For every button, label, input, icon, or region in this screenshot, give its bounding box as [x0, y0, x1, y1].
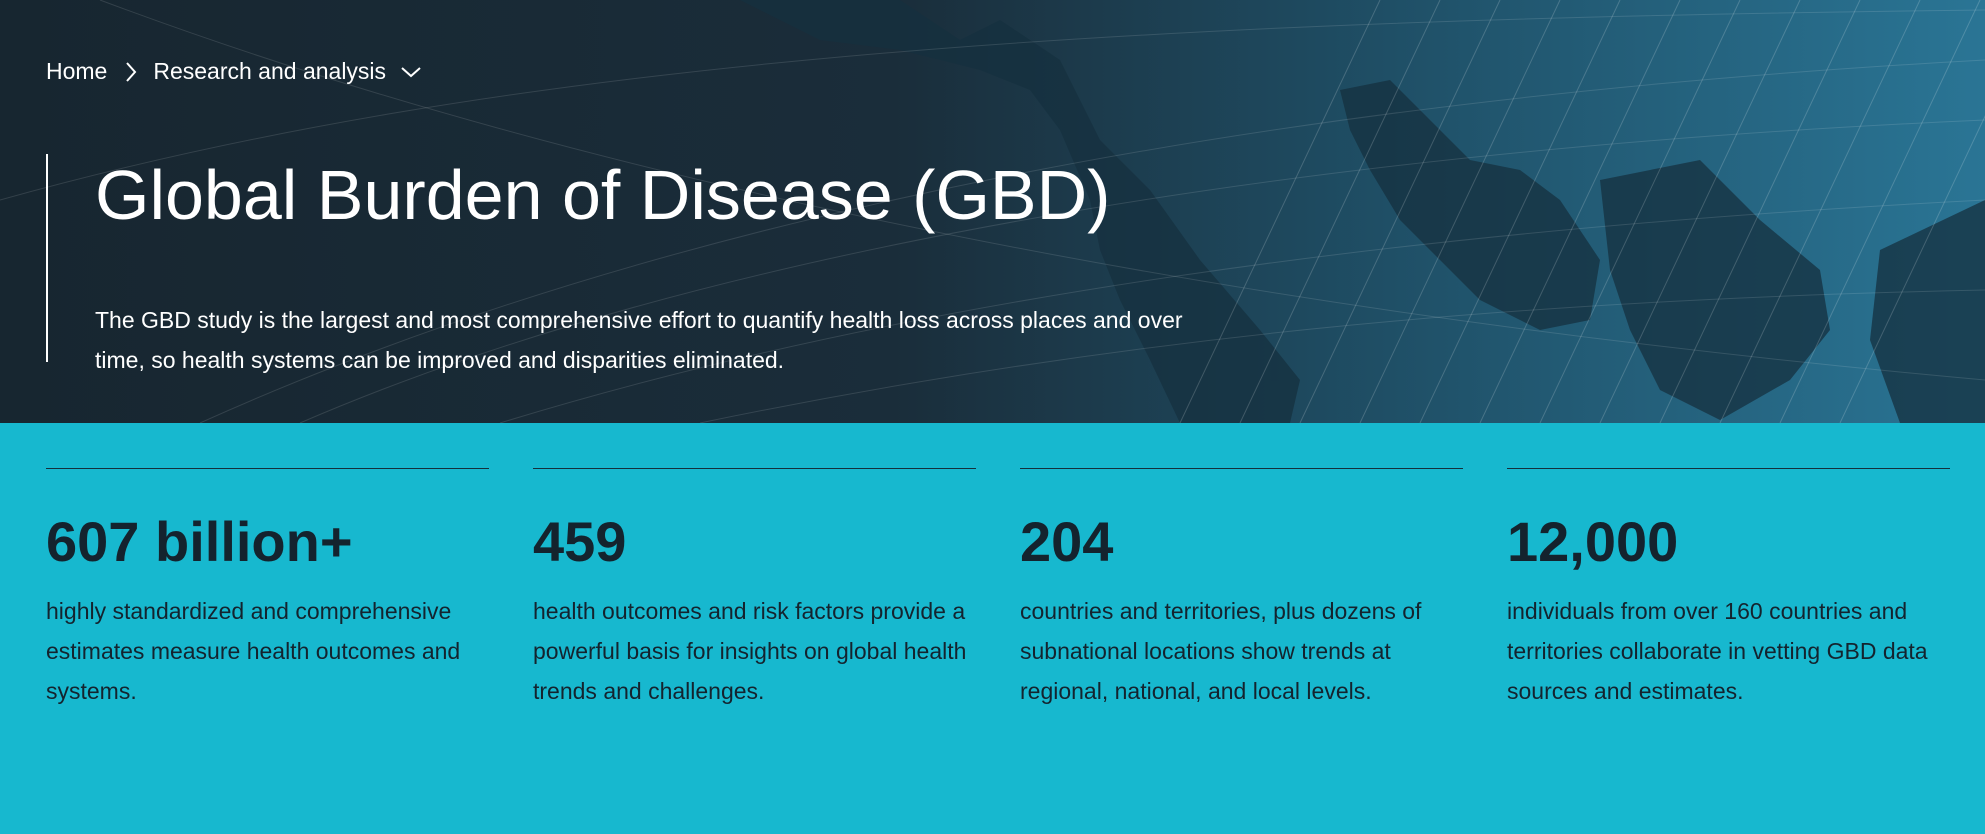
- stat-card: 607 billion+ highly standardized and com…: [46, 468, 489, 711]
- stat-description: individuals from over 160 countries and …: [1507, 597, 1928, 704]
- page-title: Global Burden of Disease (GBD): [95, 156, 1111, 234]
- page-description: The GBD study is the largest and most co…: [95, 307, 1183, 373]
- stat-description: health outcomes and risk factors provide…: [533, 597, 967, 704]
- stat-value: 459: [533, 510, 627, 573]
- stat-value: 12,000: [1507, 510, 1679, 573]
- stat-description: countries and territories, plus dozens o…: [1020, 597, 1422, 704]
- stat-card: 459 health outcomes and risk factors pro…: [533, 468, 976, 711]
- stat-value: 204: [1020, 510, 1114, 573]
- stat-description: highly standardized and comprehensive es…: [46, 597, 461, 704]
- stats-row: 607 billion+ highly standardized and com…: [46, 468, 1950, 711]
- stat-card: 204 countries and territories, plus doze…: [1020, 468, 1463, 711]
- breadcrumb: Home Research and analysis: [46, 58, 422, 85]
- chevron-down-icon[interactable]: [400, 65, 422, 79]
- breadcrumb-home-link[interactable]: Home: [46, 58, 108, 84]
- chevron-right-icon: [125, 61, 137, 83]
- hero-banner: Home Research and analysis Global Burden…: [0, 0, 1985, 423]
- stat-card: 12,000 individuals from over 160 countri…: [1507, 468, 1950, 711]
- world-map-background: [0, 0, 1985, 423]
- hero-content: Global Burden of Disease (GBD) The GBD s…: [46, 154, 1215, 373]
- stat-value: 607 billion+: [46, 510, 353, 573]
- breadcrumb-research-link[interactable]: Research and analysis: [153, 58, 387, 84]
